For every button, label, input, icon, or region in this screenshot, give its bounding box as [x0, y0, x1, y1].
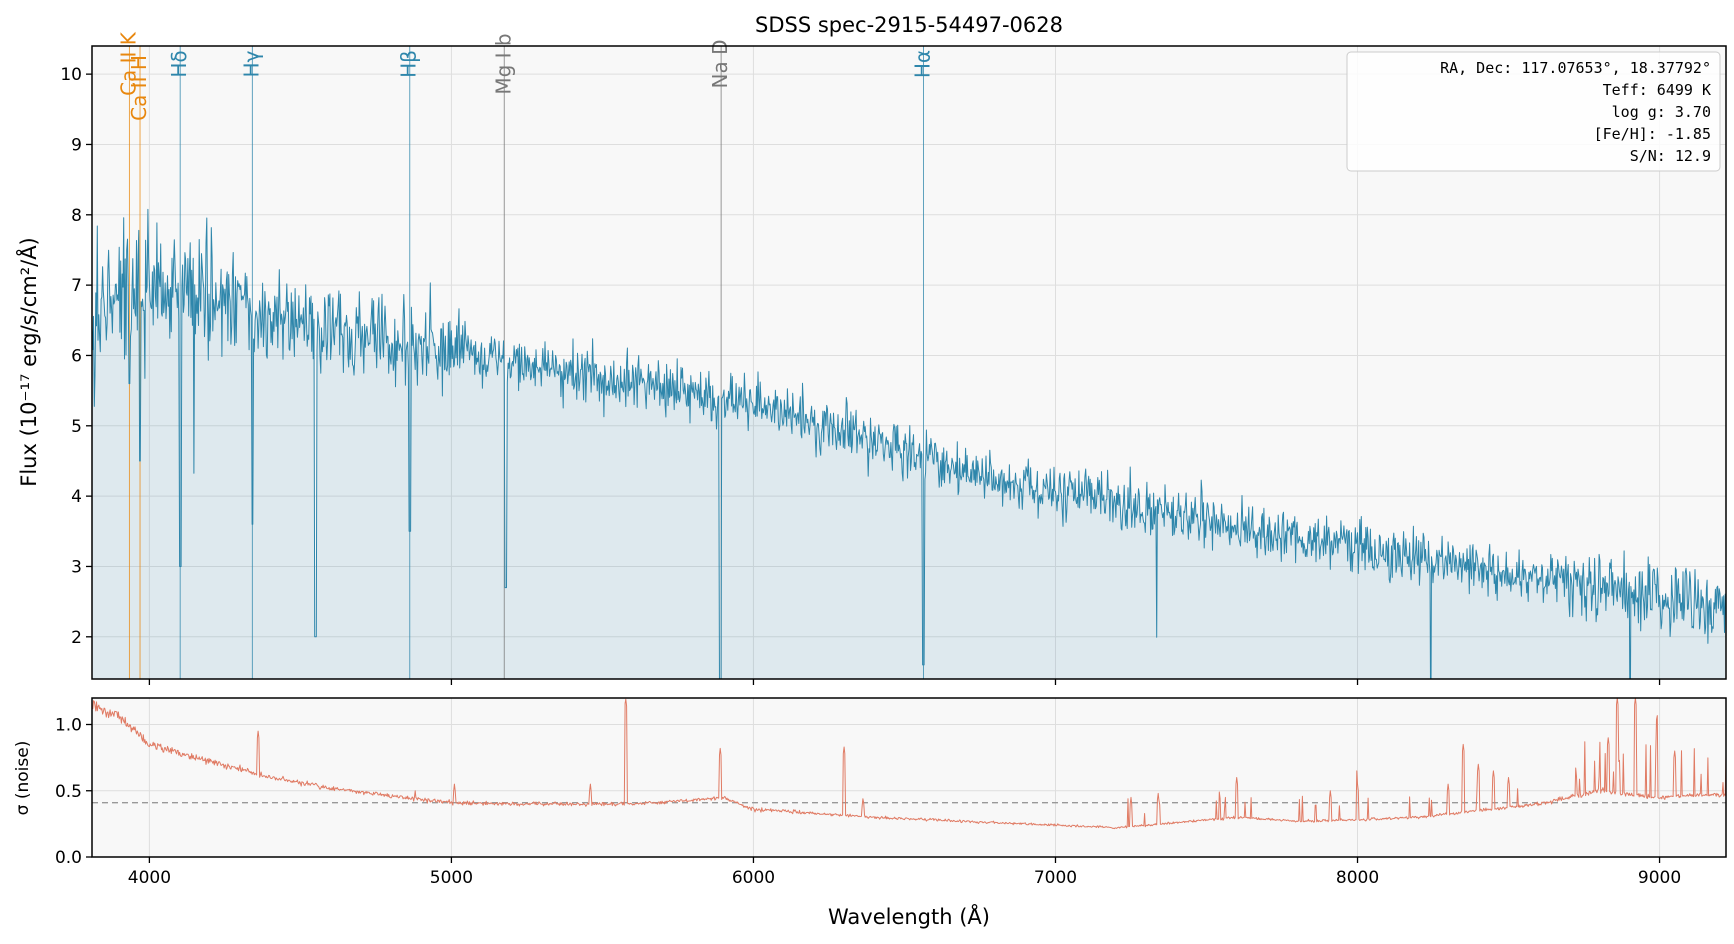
info-box-frame	[1346, 51, 1721, 172]
flux-y-ticks: 2 3 4 5 6 7 8 9 10	[60, 65, 92, 648]
spectral-line-label: Mg I b	[491, 33, 515, 94]
wavelength-x-tick-label: 9000	[1638, 868, 1681, 888]
flux-y-tick-label: 7	[71, 276, 82, 296]
flux-y-tick-label: 3	[71, 557, 82, 577]
noise-y-tick-label: 0.0	[55, 848, 82, 868]
info-box: RA, Dec: 117.07653°, 18.37792° Teff: 649…	[1346, 51, 1721, 172]
wavelength-x-tick-label: 7000	[1034, 868, 1077, 888]
spectral-line-label: Hα	[910, 50, 934, 78]
noise-panel-background	[92, 698, 1726, 857]
spectral-line-label: Hβ	[397, 50, 421, 78]
noise-y-ticks: 0.0 0.5 1.0	[55, 716, 92, 868]
wavelength-x-tick-label: 6000	[732, 868, 775, 888]
flux-y-tick-label: 2	[71, 628, 82, 648]
flux-series-line	[92, 208, 1726, 679]
flux-y-axis-label: Flux (10⁻¹⁷ erg/s/cm²/Å)	[15, 237, 41, 487]
spectral-line-markers	[128, 46, 924, 679]
flux-fill-area	[92, 209, 1726, 679]
flux-y-tick-label: 9	[71, 135, 82, 155]
wavelength-x-tick-label: 4000	[128, 868, 171, 888]
spectral-line-label: Hδ	[167, 50, 191, 77]
flux-panel-frame	[91, 45, 1727, 680]
spectral-line-label: Hγ	[239, 50, 263, 77]
noise-series-line	[92, 698, 1726, 830]
flux-y-tick-label: 6	[71, 346, 82, 366]
flux-panel: Ca II KCa II H Hδ Hγ Hβ Mg I b Na D Hα 2 3 4 5 6 7 8…	[15, 13, 1727, 685]
spectral-line-labels: Ca II KCa II H Hδ Hγ Hβ Mg I b Na D Hα	[116, 31, 934, 121]
noise-y-axis-label: σ (noise)	[13, 741, 33, 816]
wavelength-x-tick-label: 8000	[1336, 868, 1379, 888]
noise-y-tick-label: 0.5	[55, 782, 82, 802]
noise-y-tick-label: 1.0	[55, 716, 82, 736]
spectral-line-label: Ca II H	[127, 55, 151, 121]
spectral-line-label: Na D	[708, 40, 732, 89]
info-snr: S/N: 12.9	[1630, 147, 1711, 165]
flux-y-tick-label: 4	[71, 487, 82, 507]
noise-panel-frame	[91, 697, 1727, 858]
chart-title: SDSS spec-2915-54497-0628	[755, 13, 1063, 37]
info-feh: [Fe/H]: -1.85	[1594, 125, 1711, 143]
x-axis-label: Wavelength (Å)	[828, 903, 990, 929]
wavelength-x-tick-label: 5000	[430, 868, 473, 888]
spectral-line-label: Ca II K	[116, 31, 140, 96]
flux-y-tick-label: 10	[60, 65, 82, 85]
info-radec: RA, Dec: 117.07653°, 18.37792°	[1440, 59, 1711, 77]
info-logg: log g: 3.70	[1612, 103, 1711, 121]
wavelength-x-ticks: 4000 5000 6000 7000 8000 9000	[128, 857, 1681, 888]
flux-x-tick-marks	[148, 679, 1661, 685]
flux-y-tick-label: 5	[71, 417, 82, 437]
noise-panel: 0.0 0.5 1.0 4000 5000 6000 7000 8000 9000 σ (no…	[13, 697, 1727, 929]
info-teff: Teff: 6499 K	[1603, 81, 1711, 99]
flux-y-tick-label: 8	[71, 206, 82, 226]
flux-grid	[92, 46, 1726, 679]
